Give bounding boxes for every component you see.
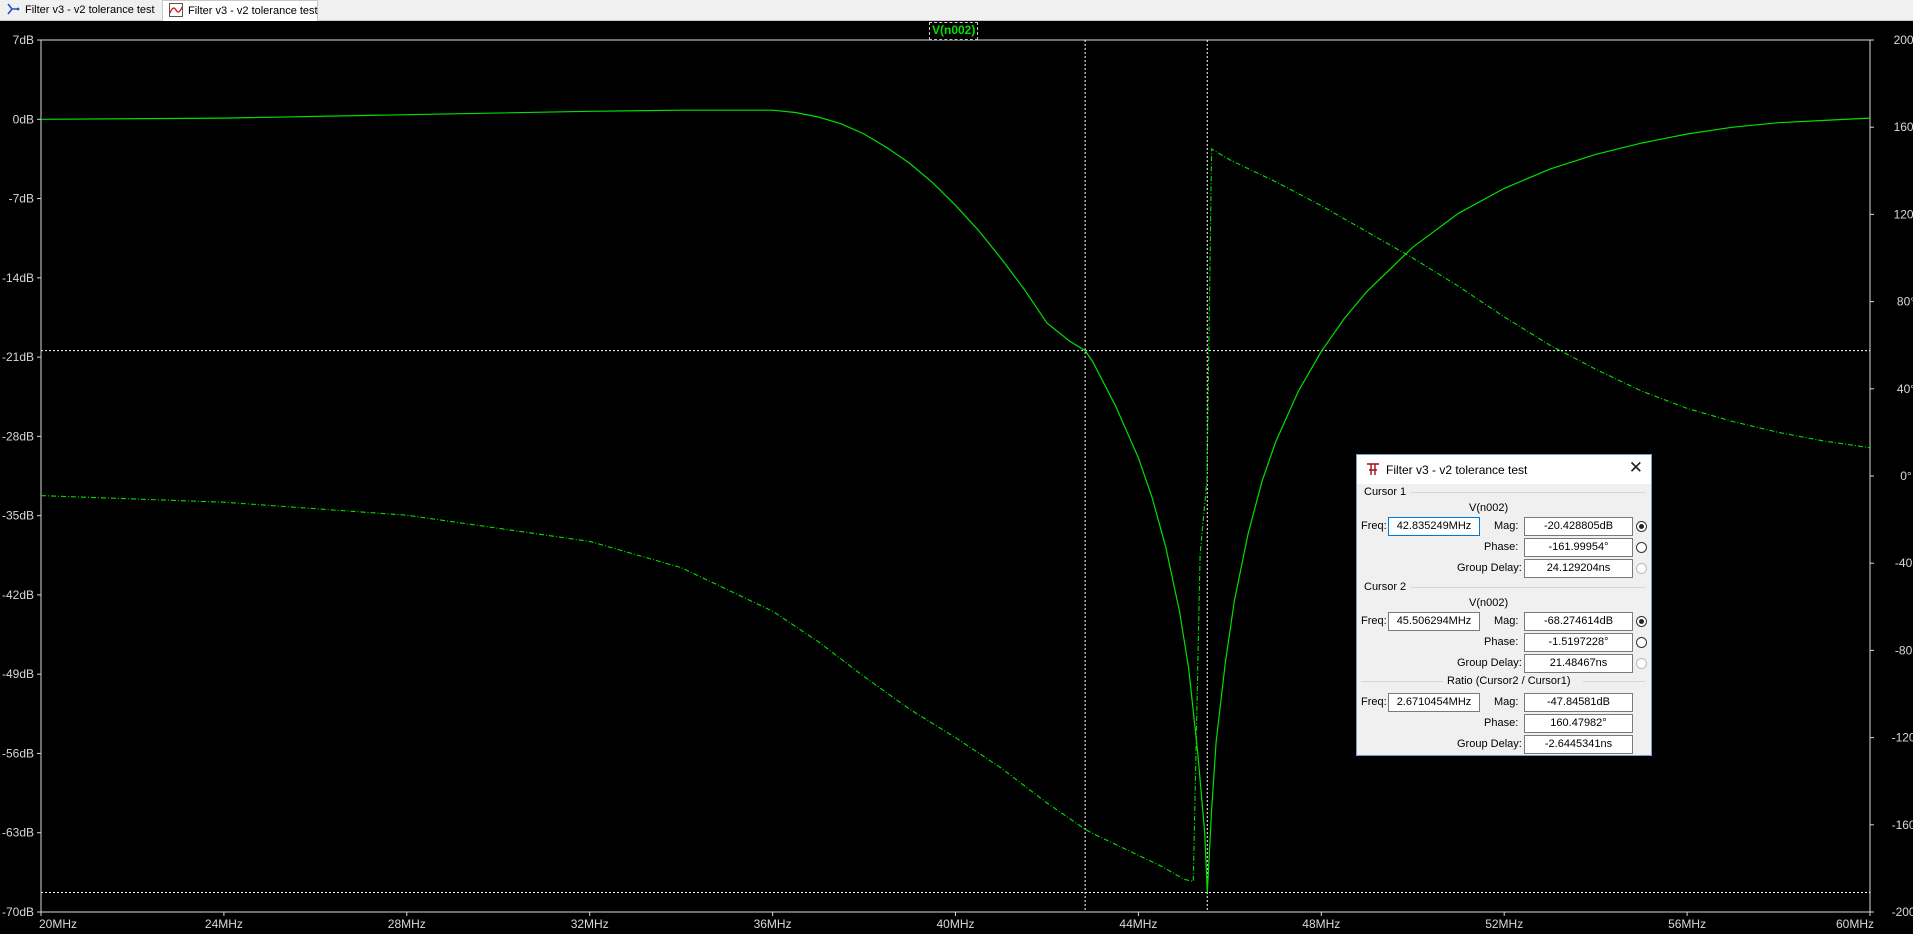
frequency-tick-label: 32MHz <box>571 917 609 931</box>
cursor2-gd-radio[interactable] <box>1636 658 1647 669</box>
phase-tick-label: 40° <box>1897 382 1913 396</box>
magnitude-tick-label: -7dB <box>9 192 34 206</box>
frequency-tick-label: 20MHz <box>39 917 77 931</box>
frequency-tick-label: 52MHz <box>1485 917 1523 931</box>
traces <box>40 109 1871 893</box>
phase-tick-label: 120° <box>1894 207 1913 221</box>
divider <box>1411 492 1645 493</box>
magnitude-tick-label: -63dB <box>2 826 34 840</box>
bode-plot[interactable]: 7dB 0dB -7dB -14dB -21dB -28dB -35dB -42dB -49dB… <box>0 21 1913 934</box>
frequency-tick-label: 36MHz <box>754 917 792 931</box>
divider <box>1361 681 1443 682</box>
cursor2-phase-label: Phase: <box>1484 636 1519 648</box>
cursor2-mag-label: Mag: <box>1494 615 1519 627</box>
cursor2-freq-label: Freq: <box>1361 615 1387 627</box>
divider <box>1411 587 1645 588</box>
cursor1-mag-field: -20.428805dB <box>1524 517 1633 536</box>
frequency-tick-label: 48MHz <box>1302 917 1340 931</box>
cursor1-freq-field[interactable]: 42.835249MHz <box>1388 517 1480 536</box>
ratio-mag-label: Mag: <box>1494 696 1519 708</box>
cursor1-phase-radio[interactable] <box>1636 542 1647 553</box>
cursor1-trace: V(n002) <box>1469 502 1509 514</box>
tab-schematic-label: Filter v3 - v2 tolerance test <box>25 4 155 16</box>
schematic-icon <box>7 3 20 15</box>
phase-tick-label: 0° <box>1900 469 1912 483</box>
frequency-tick-label: 24MHz <box>205 917 243 931</box>
ltspice-icon <box>1367 463 1379 475</box>
phase-tick-label: -160° <box>1892 818 1913 832</box>
magnitude-tick-label: -42dB <box>2 588 34 602</box>
dialog-title: Filter v3 - v2 tolerance test <box>1386 463 1528 477</box>
phase-tick-label: -120° <box>1892 731 1913 745</box>
cursor2-freq-field[interactable]: 45.506294MHz <box>1388 612 1480 631</box>
phase-tick-label: 200° <box>1894 33 1913 47</box>
frequency-tick-label: 60MHz <box>1836 917 1874 931</box>
phase-tick-label: -40° <box>1895 556 1913 570</box>
cursor1-mag-radio[interactable] <box>1636 521 1647 532</box>
phase-axis: 200° 160° 120° 80° 40° 0° -40° -80° -120° -160° -2… <box>1870 33 1913 919</box>
cursor2-phase-radio[interactable] <box>1636 637 1647 648</box>
phase-trace <box>40 148 1871 883</box>
trace-label-vn002[interactable]: V(n002) <box>929 22 979 40</box>
ratio-freq-field: 2.6710454MHz <box>1388 693 1480 712</box>
cursor1-mag-label: Mag: <box>1494 520 1519 532</box>
cursor2-trace: V(n002) <box>1469 597 1509 609</box>
ratio-gd-label: Group Delay: <box>1457 738 1522 750</box>
ratio-group-label: Ratio (Cursor2 / Cursor1) <box>1447 675 1571 687</box>
cursor2-mag-field: -68.274614dB <box>1524 612 1633 631</box>
frequency-tick-label: 40MHz <box>936 917 974 931</box>
tab-bar: Filter v3 - v2 tolerance test Filter v3 … <box>0 0 1913 21</box>
cursor2-gd-label: Group Delay: <box>1457 657 1522 669</box>
cursor2-phase-field: -1.5197228° <box>1524 633 1633 652</box>
cursor2-gd-field: 21.48467ns <box>1524 654 1633 673</box>
magnitude-tick-label: -21dB <box>2 350 34 364</box>
cursor2-mag-radio[interactable] <box>1636 616 1647 627</box>
magnitude-tick-label: 0dB <box>13 112 34 126</box>
cursor1-freq-label: Freq: <box>1361 520 1387 532</box>
ratio-phase-field: 160.47982° <box>1524 714 1633 733</box>
ratio-mag-field: -47.84581dB <box>1524 693 1633 712</box>
ratio-phase-label: Phase: <box>1484 717 1519 729</box>
phase-tick-label: -80° <box>1895 643 1913 657</box>
cursor1-gd-radio[interactable] <box>1636 563 1647 574</box>
close-icon[interactable]: ✕ <box>1628 458 1643 477</box>
cursor1-phase-label: Phase: <box>1484 541 1519 553</box>
cursor-dialog[interactable]: Filter v3 - v2 tolerance test ✕ Cursor 1… <box>1356 454 1652 756</box>
cursor1-group-label: Cursor 1 <box>1364 486 1407 498</box>
magnitude-tick-label: -56dB <box>2 746 34 760</box>
cursor1-gd-field: 24.129204ns <box>1524 559 1633 578</box>
phase-tick-label: 80° <box>1897 295 1913 309</box>
phase-tick-label: -200° <box>1892 905 1913 919</box>
magnitude-axis: 7dB 0dB -7dB -14dB -21dB -28dB -35dB -42dB -49dB… <box>2 33 41 919</box>
frequency-tick-label: 56MHz <box>1668 917 1706 931</box>
tab-waveform-label: Filter v3 - v2 tolerance test <box>188 5 318 17</box>
cursor1-gd-label: Group Delay: <box>1457 562 1522 574</box>
dialog-titlebar[interactable]: Filter v3 - v2 tolerance test ✕ <box>1357 455 1651 484</box>
magnitude-tick-label: 7dB <box>13 33 34 47</box>
phase-tick-label: 160° <box>1894 120 1913 134</box>
frequency-tick-label: 44MHz <box>1119 917 1157 931</box>
magnitude-tick-label: -14dB <box>2 271 34 285</box>
magnitude-tick-label: -70dB <box>2 905 34 919</box>
frequency-axis: 20MHz 24MHz 28MHz 32MHz 36MHz 40MHz 44MHz 48MHz… <box>39 912 1874 931</box>
frequency-tick-label: 28MHz <box>388 917 426 931</box>
cursor2-group-label: Cursor 2 <box>1364 581 1407 593</box>
ratio-gd-field: -2.6445341ns <box>1524 735 1633 754</box>
magnitude-tick-label: -35dB <box>2 509 34 523</box>
cursor1-phase-field: -161.99954° <box>1524 538 1633 557</box>
tab-waveform[interactable]: Filter v3 - v2 tolerance test <box>162 0 318 21</box>
divider <box>1583 681 1645 682</box>
waveform-icon <box>169 3 183 17</box>
magnitude-trace <box>40 109 1871 893</box>
ratio-freq-label: Freq: <box>1361 696 1387 708</box>
cursor-lines[interactable] <box>41 40 1870 912</box>
magnitude-tick-label: -28dB <box>2 429 34 443</box>
magnitude-tick-label: -49dB <box>2 667 34 681</box>
tab-schematic[interactable]: Filter v3 - v2 tolerance test <box>0 0 160 21</box>
